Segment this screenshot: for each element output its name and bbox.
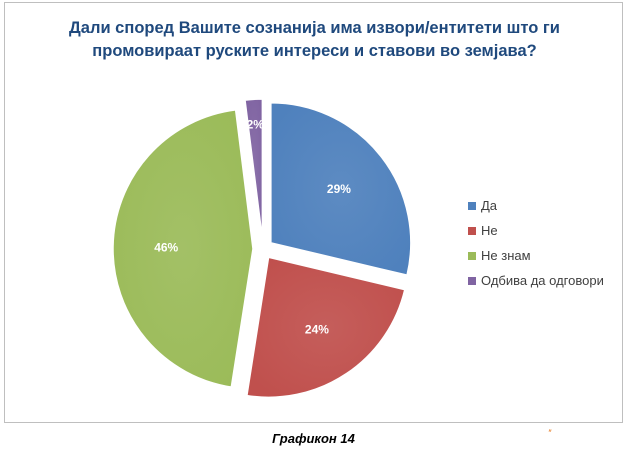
data-label-ne: 24% (305, 322, 329, 336)
pie-slice-ne-znam (112, 109, 254, 389)
figure-caption: Графикон 14 (272, 431, 355, 446)
chart-title-line-1: Дали според Вашите сознанија има извори/… (69, 19, 560, 37)
chart-title: Дали според Вашите сознанија има извори/… (5, 17, 624, 63)
legend-swatch-ne (468, 227, 476, 235)
legend-swatch-odbiva (468, 277, 476, 285)
pie-chart: 29% 24% 46% 2% (112, 98, 412, 399)
legend-label-ne-znam: Не знам (481, 248, 531, 263)
legend-swatch-da (468, 202, 476, 210)
data-label-odbiva: 2% (247, 117, 265, 131)
pie-slice-odbiva (244, 98, 264, 240)
chart-title-line-2: промовираат руските интереси и ставови в… (92, 42, 537, 60)
pie-slice-ne (246, 256, 406, 399)
chart-area: Дали според Вашите сознанија има извори/… (4, 2, 623, 423)
legend-label-da: Да (481, 198, 498, 213)
pie-slice-da (270, 102, 412, 277)
corner-mark: ″ (548, 428, 552, 438)
legend-swatch-ne-znam (468, 252, 476, 260)
legend-label-ne: Не (481, 223, 498, 238)
data-label-da: 29% (327, 182, 351, 196)
data-label-ne-znam: 46% (154, 240, 178, 254)
legend-label-odbiva: Одбива да одговори (481, 273, 604, 288)
